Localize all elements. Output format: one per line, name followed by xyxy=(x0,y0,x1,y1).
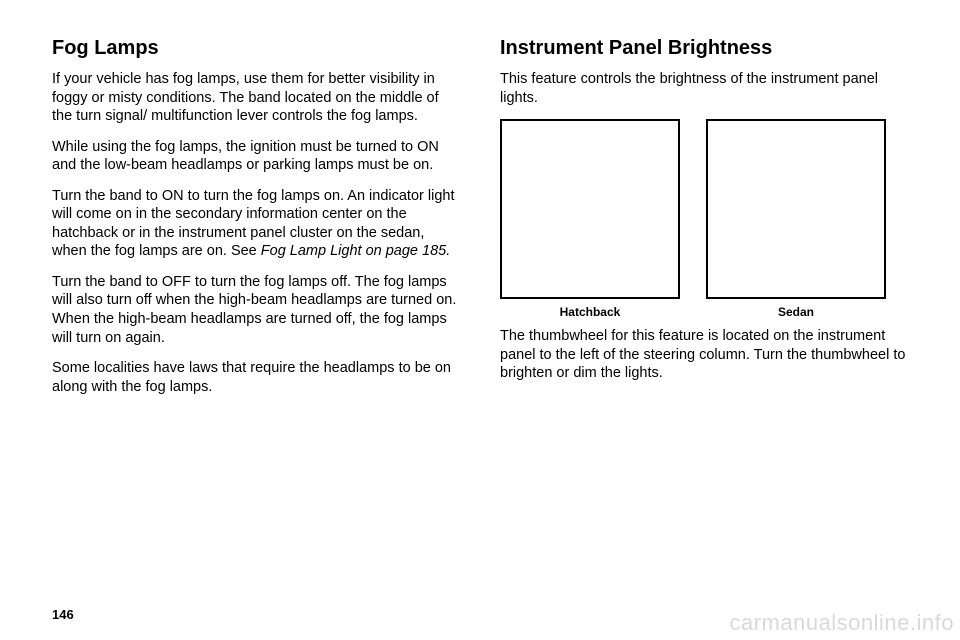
brightness-para-1: This feature controls the brightness of … xyxy=(500,70,908,107)
fog-lamps-para-3: Turn the band to ON to turn the fog lamp… xyxy=(52,187,460,261)
figure-sedan: Sedan xyxy=(706,119,886,319)
left-column: Fog Lamps If your vehicle has fog lamps,… xyxy=(52,36,460,408)
right-column: Instrument Panel Brightness This feature… xyxy=(500,36,908,408)
fog-lamps-para-4: Turn the band to OFF to turn the fog lam… xyxy=(52,273,460,347)
sedan-image-placeholder xyxy=(706,119,886,299)
fog-lamps-heading: Fog Lamps xyxy=(52,36,460,60)
brightness-para-2: The thumbwheel for this feature is locat… xyxy=(500,327,908,383)
sedan-caption: Sedan xyxy=(778,305,814,319)
manual-page: Fog Lamps If your vehicle has fog lamps,… xyxy=(0,0,960,640)
watermark: carmanualsonline.info xyxy=(723,606,960,640)
hatchback-image-placeholder xyxy=(500,119,680,299)
fog-lamps-para-5: Some localities have laws that require t… xyxy=(52,359,460,396)
figure-hatchback: Hatchback xyxy=(500,119,680,319)
fog-lamps-para-2: While using the fog lamps, the ignition … xyxy=(52,138,460,175)
hatchback-caption: Hatchback xyxy=(560,305,621,319)
fog-lamp-light-ref: Fog Lamp Light on page 185. xyxy=(261,243,450,259)
fog-lamps-para-1: If your vehicle has fog lamps, use them … xyxy=(52,70,460,126)
figure-row: Hatchback Sedan xyxy=(500,119,908,319)
content-columns: Fog Lamps If your vehicle has fog lamps,… xyxy=(52,36,908,408)
brightness-heading: Instrument Panel Brightness xyxy=(500,36,908,60)
page-number: 146 xyxy=(52,607,74,622)
